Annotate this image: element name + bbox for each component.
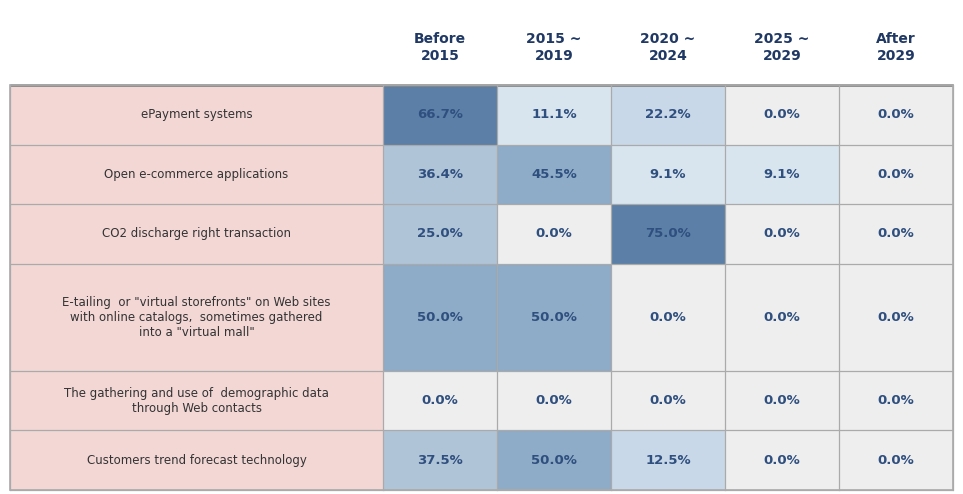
Text: Open e-commerce applications: Open e-commerce applications xyxy=(104,168,289,181)
Bar xyxy=(839,85,953,145)
Text: 0.0%: 0.0% xyxy=(877,453,915,467)
Bar xyxy=(839,430,953,490)
Text: 50.0%: 50.0% xyxy=(531,453,577,467)
Bar xyxy=(10,371,383,430)
Text: Customers trend forecast technology: Customers trend forecast technology xyxy=(87,453,306,467)
Text: 0.0%: 0.0% xyxy=(877,394,915,407)
Bar xyxy=(839,145,953,204)
Text: 0.0%: 0.0% xyxy=(764,227,800,241)
Text: 45.5%: 45.5% xyxy=(532,168,577,181)
Bar xyxy=(725,204,839,264)
Text: 25.0%: 25.0% xyxy=(417,227,463,241)
Text: 2020 ~
2024: 2020 ~ 2024 xyxy=(640,33,695,63)
Bar xyxy=(10,430,383,490)
Text: 0.0%: 0.0% xyxy=(764,453,800,467)
Bar xyxy=(10,145,383,204)
Text: 2015 ~
2019: 2015 ~ 2019 xyxy=(527,33,582,63)
Text: 12.5%: 12.5% xyxy=(645,453,690,467)
Text: 37.5%: 37.5% xyxy=(417,453,463,467)
Bar xyxy=(839,371,953,430)
Bar xyxy=(611,145,725,204)
Text: 0.0%: 0.0% xyxy=(764,394,800,407)
Bar xyxy=(497,145,611,204)
Bar xyxy=(839,264,953,371)
Bar xyxy=(383,145,497,204)
Text: Before
2015: Before 2015 xyxy=(414,33,466,63)
Bar xyxy=(10,264,383,371)
Text: 36.4%: 36.4% xyxy=(417,168,463,181)
Text: 2025 ~
2029: 2025 ~ 2029 xyxy=(754,33,810,63)
Bar xyxy=(497,204,611,264)
Text: 50.0%: 50.0% xyxy=(531,311,577,324)
Bar xyxy=(725,85,839,145)
Text: 66.7%: 66.7% xyxy=(417,108,463,122)
Text: 9.1%: 9.1% xyxy=(650,168,687,181)
Bar xyxy=(383,430,497,490)
Bar xyxy=(725,264,839,371)
Text: CO2 discharge right transaction: CO2 discharge right transaction xyxy=(102,227,291,241)
Text: The gathering and use of  demographic data
through Web contacts: The gathering and use of demographic dat… xyxy=(65,387,329,414)
Bar xyxy=(383,371,497,430)
Text: 11.1%: 11.1% xyxy=(532,108,577,122)
Bar xyxy=(383,85,497,145)
Bar xyxy=(611,85,725,145)
Text: 0.0%: 0.0% xyxy=(877,108,915,122)
Bar xyxy=(725,371,839,430)
Text: 0.0%: 0.0% xyxy=(877,227,915,241)
Text: 0.0%: 0.0% xyxy=(535,227,572,241)
Bar xyxy=(10,204,383,264)
Bar xyxy=(839,204,953,264)
Text: 0.0%: 0.0% xyxy=(764,311,800,324)
Bar xyxy=(611,430,725,490)
Text: E-tailing  or "virtual storefronts" on Web sites
with online catalogs,  sometime: E-tailing or "virtual storefronts" on We… xyxy=(63,296,330,339)
Text: 0.0%: 0.0% xyxy=(422,394,458,407)
Bar xyxy=(611,264,725,371)
Text: 9.1%: 9.1% xyxy=(764,168,800,181)
Text: 0.0%: 0.0% xyxy=(877,168,915,181)
Bar xyxy=(383,264,497,371)
Bar xyxy=(725,430,839,490)
Text: 0.0%: 0.0% xyxy=(535,394,572,407)
Text: After
2029: After 2029 xyxy=(876,33,916,63)
Bar xyxy=(497,430,611,490)
Text: 0.0%: 0.0% xyxy=(764,108,800,122)
Text: 22.2%: 22.2% xyxy=(645,108,690,122)
Text: 50.0%: 50.0% xyxy=(417,311,463,324)
Bar xyxy=(10,85,383,145)
Bar xyxy=(383,204,497,264)
Text: 0.0%: 0.0% xyxy=(650,311,687,324)
Text: ePayment systems: ePayment systems xyxy=(141,108,252,122)
Bar xyxy=(611,204,725,264)
Bar xyxy=(725,145,839,204)
Bar xyxy=(10,85,953,490)
Bar xyxy=(497,264,611,371)
Text: 0.0%: 0.0% xyxy=(650,394,687,407)
Bar xyxy=(497,85,611,145)
Bar xyxy=(497,371,611,430)
Text: 0.0%: 0.0% xyxy=(877,311,915,324)
Text: 75.0%: 75.0% xyxy=(645,227,690,241)
Bar xyxy=(611,371,725,430)
